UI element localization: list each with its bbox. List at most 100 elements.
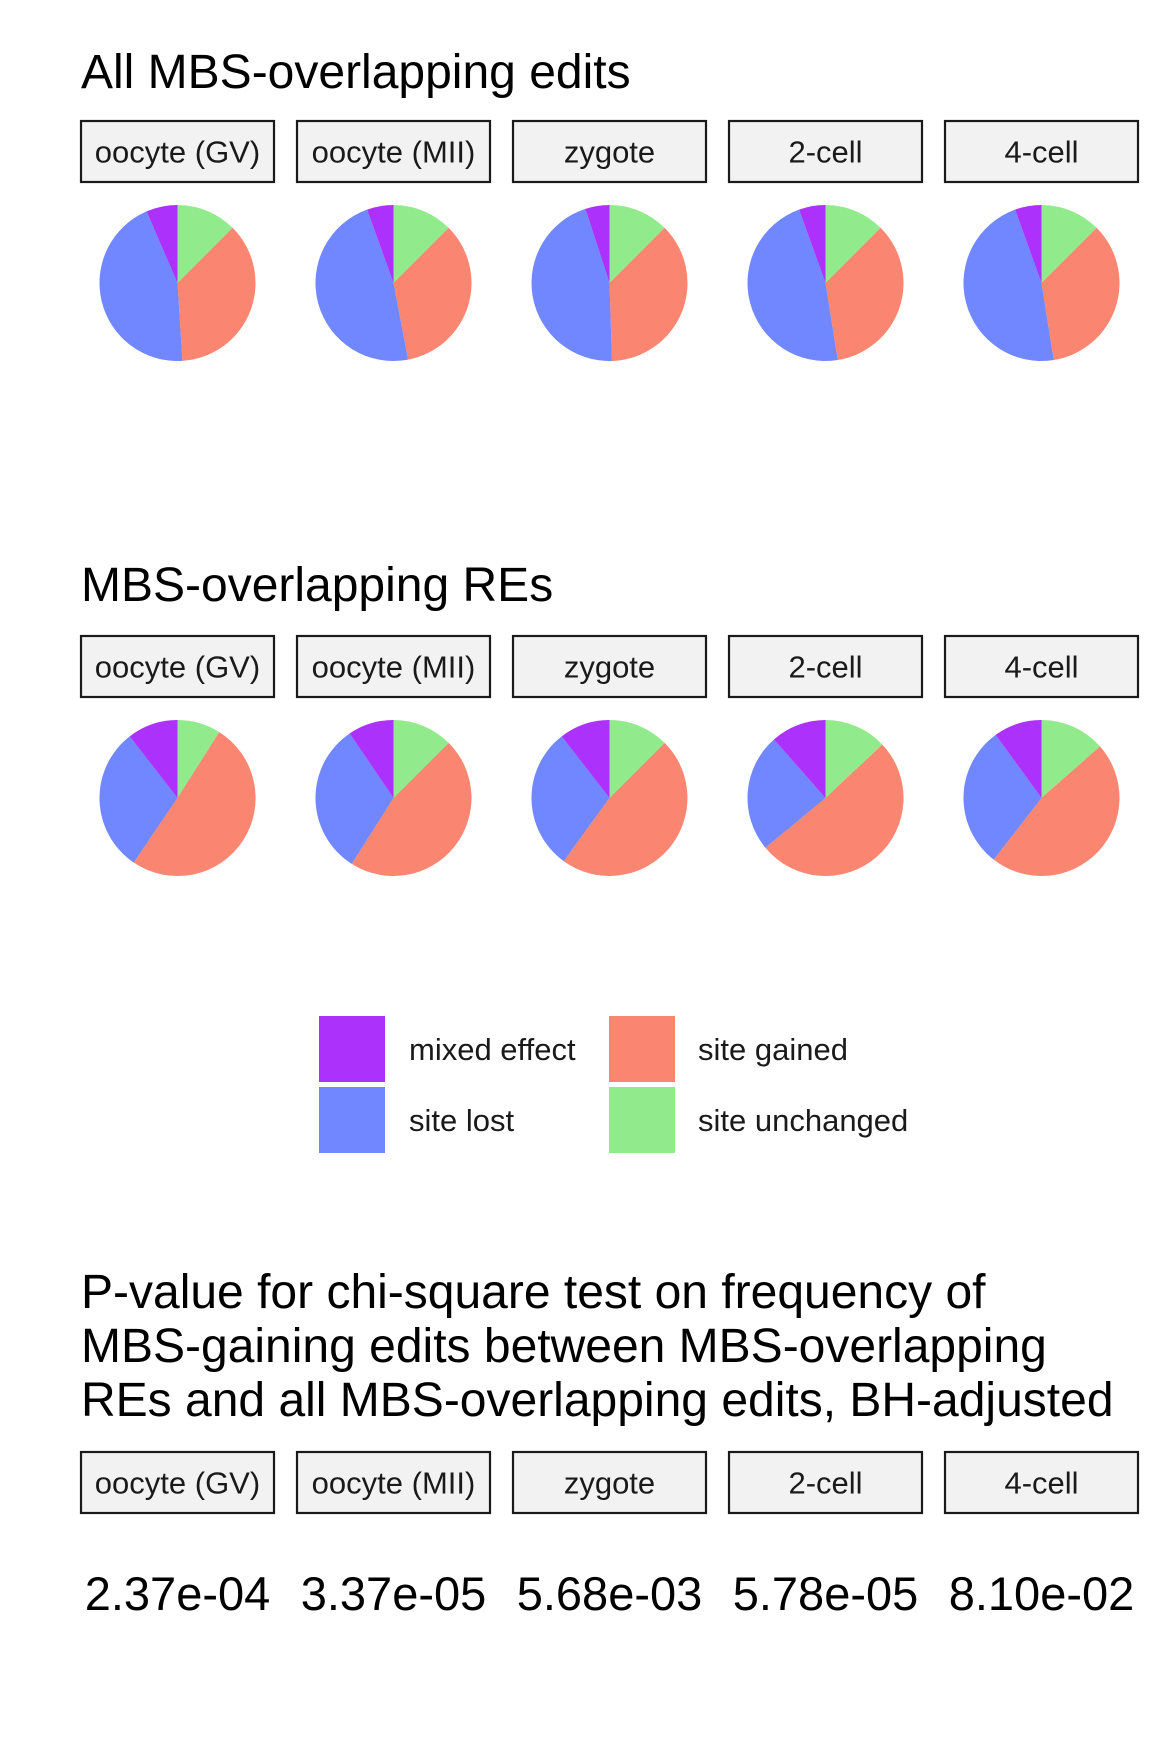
facet-strips-pvalues: oocyte (GV) oocyte (MII) zygote 2-cell 4-cel… xyxy=(79,1450,1140,1515)
pie-slice-site-lost xyxy=(315,209,409,362)
pie-2-cell xyxy=(747,720,904,877)
pie-slice-mixed-effect xyxy=(799,205,826,283)
facet-strip-2-cell: 2-cell xyxy=(727,119,924,184)
pie-slice-site-gained xyxy=(765,744,904,877)
pie-slice-mixed-effect xyxy=(773,720,826,798)
pie-slice-mixed-effect xyxy=(146,205,178,283)
pie-slice-site-unchanged xyxy=(1041,205,1097,283)
facet-strip-label: oocyte (GV) xyxy=(95,650,260,685)
facet-strip-box xyxy=(943,634,1140,699)
facet-strip-zygote: zygote xyxy=(511,1450,708,1515)
pie-slice-site-lost xyxy=(963,209,1054,362)
facet-strip-4-cell: 4-cell xyxy=(943,119,1140,184)
pie-slice-site-lost xyxy=(99,211,183,362)
facet-strip-oocyte-gv: oocyte (GV) xyxy=(79,119,276,184)
facet-strip-4-cell: 4-cell xyxy=(943,634,1140,699)
pie-slice-site-gained xyxy=(133,732,256,877)
legend-label-site-unchanged: site unchanged xyxy=(698,1103,908,1138)
chart-title-all-edits: All MBS-overlapping edits xyxy=(81,46,631,99)
pie-oocyte-gv xyxy=(99,720,256,877)
facet-strip-box xyxy=(943,1450,1140,1515)
pie-slice-site-gained xyxy=(993,746,1120,876)
facet-strip-box xyxy=(727,1450,924,1515)
facet-strip-2-cell: 2-cell xyxy=(727,1450,924,1515)
facet-strip-label: 4-cell xyxy=(1004,1466,1078,1501)
pvalue-title-line-2: MBS-gaining edits between MBS-overlappin… xyxy=(81,1320,1047,1373)
pie-slice-site-gained xyxy=(825,227,904,361)
pie-slice-site-unchanged xyxy=(393,205,449,283)
legend-key-mixed-effect xyxy=(319,1016,385,1082)
pie-slice-mixed-effect xyxy=(1015,205,1042,283)
pie-slice-mixed-effect xyxy=(995,720,1042,798)
pie-oocyte-gv xyxy=(99,205,256,362)
facet-strip-box xyxy=(511,634,708,699)
legend-key-site-unchanged xyxy=(609,1087,675,1153)
pie-2-cell xyxy=(747,205,904,362)
pie-zygote xyxy=(531,205,688,361)
facet-strip-label: oocyte (MII) xyxy=(312,135,476,170)
facet-strip-oocyte-gv: oocyte (GV) xyxy=(79,634,276,699)
pie-slice-site-gained xyxy=(609,227,688,361)
pvalue-title-line-3: REs and all MBS-overlapping edits, BH-ad… xyxy=(81,1374,1114,1427)
facet-strip-zygote: zygote xyxy=(511,634,708,699)
pie-slice-site-lost xyxy=(747,209,838,362)
pie-slice-site-unchanged xyxy=(609,205,665,283)
legend-label-site-lost: site lost xyxy=(409,1103,514,1138)
pie-slice-mixed-effect xyxy=(349,720,394,798)
pvalue-zygote: 5.68e-03 xyxy=(517,1567,703,1620)
pie-slice-site-unchanged xyxy=(1041,720,1101,798)
pies-all-edits xyxy=(99,205,1120,362)
pie-oocyte-mii xyxy=(315,720,472,876)
pie-slice-site-unchanged xyxy=(177,205,233,283)
pvalue-oocyte-gv: 2.37e-04 xyxy=(85,1567,271,1620)
facet-strip-label: oocyte (GV) xyxy=(95,135,260,170)
facet-strip-box xyxy=(727,634,924,699)
facet-strip-oocyte-mii: oocyte (MII) xyxy=(295,119,492,184)
facet-strip-box xyxy=(79,1450,276,1515)
pies-res xyxy=(99,720,1120,877)
facet-strip-box xyxy=(79,634,276,699)
facet-strip-label: zygote xyxy=(564,650,655,685)
facet-strip-label: zygote xyxy=(564,135,655,170)
facet-strip-label: zygote xyxy=(564,1466,655,1501)
pie-slice-site-gained xyxy=(563,742,688,876)
pie-slice-site-gained xyxy=(1041,227,1120,361)
pie-4-cell xyxy=(963,720,1120,876)
pie-4-cell xyxy=(963,205,1120,362)
pie-slice-site-unchanged xyxy=(393,720,449,798)
pie-slice-site-lost xyxy=(531,736,610,862)
facet-strip-box xyxy=(943,119,1140,184)
facet-strip-2-cell: 2-cell xyxy=(727,634,924,699)
pie-slice-site-lost xyxy=(315,733,394,864)
pie-slice-site-unchanged xyxy=(825,205,881,283)
pie-slice-site-lost xyxy=(963,734,1042,860)
facet-strip-oocyte-mii: oocyte (MII) xyxy=(295,634,492,699)
legend-label-mixed-effect: mixed effect xyxy=(409,1032,576,1067)
facet-strip-box xyxy=(295,634,492,699)
pie-slice-mixed-effect xyxy=(561,720,610,798)
legend-label-site-gained: site gained xyxy=(698,1032,848,1067)
pie-slice-site-lost xyxy=(531,208,612,361)
facet-strips-res: oocyte (GV) oocyte (MII) zygote 2-cell 4-cel… xyxy=(79,634,1140,699)
pie-slice-site-gained xyxy=(351,742,472,876)
pvalue-values: 2.37e-04 3.37e-05 5.68e-03 5.78e-05 8.10e-02 xyxy=(85,1567,1135,1620)
facet-strip-box xyxy=(727,119,924,184)
pie-slice-site-unchanged xyxy=(825,720,883,798)
pie-slice-site-gained xyxy=(177,227,256,361)
pvalue-4-cell: 8.10e-02 xyxy=(949,1567,1135,1620)
facet-strip-label: 4-cell xyxy=(1004,650,1078,685)
facet-strip-box xyxy=(79,119,276,184)
facet-strip-zygote: zygote xyxy=(511,119,708,184)
facet-strip-oocyte-gv: oocyte (GV) xyxy=(79,1450,276,1515)
facet-strip-label: oocyte (GV) xyxy=(95,1466,260,1501)
facet-strip-label: 2-cell xyxy=(788,135,862,170)
pie-oocyte-mii xyxy=(315,205,472,362)
facet-strips-all-edits: oocyte (GV) oocyte (MII) zygote 2-cell 4-cel… xyxy=(79,119,1140,184)
facet-strip-label: oocyte (MII) xyxy=(312,1466,476,1501)
pie-slice-site-lost xyxy=(747,739,826,848)
chart-title-res: MBS-overlapping REs xyxy=(81,559,553,612)
pie-zygote xyxy=(531,720,688,876)
legend: mixed effect site gained site lost site … xyxy=(319,1016,908,1153)
facet-strip-oocyte-mii: oocyte (MII) xyxy=(295,1450,492,1515)
